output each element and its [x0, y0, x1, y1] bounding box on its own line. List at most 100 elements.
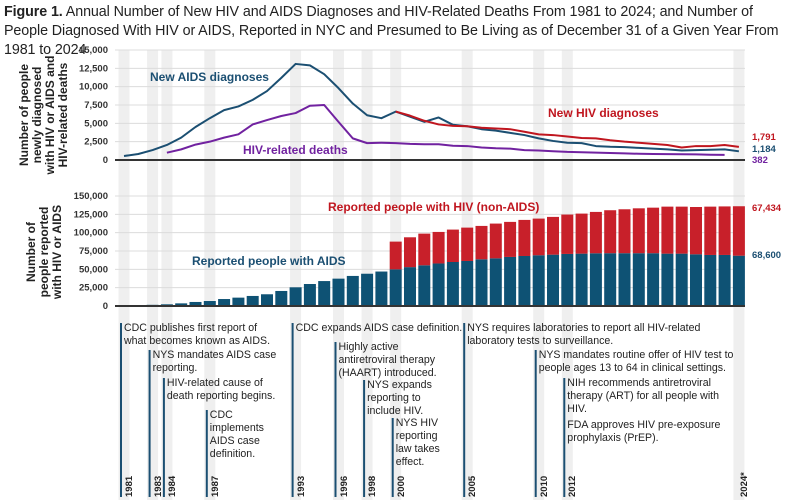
end-label-reported-hiv: 67,434 [752, 203, 782, 214]
year-band-1987 [204, 50, 216, 500]
bar-aids-2011 [547, 254, 559, 306]
top-y-tick-label: 15,000 [79, 45, 108, 56]
bottom-y-tick-label: 125,000 [74, 209, 108, 220]
line-hiv-related-deaths [166, 104, 725, 156]
top-y-tick-label: 2,500 [84, 137, 108, 148]
bottom-y-tick-label: 150,000 [74, 191, 108, 202]
bar-aids-2021 [690, 254, 702, 306]
bar-aids-1991 [261, 294, 273, 306]
bar-aids-2007 [489, 258, 502, 306]
bar-hiv-2012 [561, 214, 574, 254]
bar-hiv-2016 [618, 209, 631, 254]
line-new-hiv-diagnoses [395, 110, 740, 149]
bar-hiv-2000 [389, 241, 402, 270]
bottom-y-tick-label: 100,000 [74, 228, 108, 239]
bar-aids-1989 [232, 297, 245, 306]
bar-aids-2006 [475, 259, 488, 306]
top-y-tick-label: 12,500 [79, 63, 108, 74]
bar-aids-2018 [647, 253, 660, 306]
bar-aids-1994 [303, 284, 316, 306]
bottom-y-tick-label: 25,000 [79, 283, 108, 294]
series-label-new-hiv: New HIV diagnoses [548, 106, 659, 120]
timeline-event: CDC implements AIDS case definition. [209, 409, 264, 460]
bar-aids-1995 [318, 281, 331, 306]
bar-aids-2001 [404, 267, 416, 306]
end-label-new-hiv: 1,791 [752, 132, 776, 143]
timeline-event: NYS requires laboratories to report all … [467, 322, 701, 347]
bar-hiv-2017 [632, 208, 645, 254]
top-y-tick-label: 7,500 [84, 100, 108, 111]
series-label-reported-aids: Reported people with AIDS [192, 254, 346, 268]
timeline-year-label: 2000 [395, 475, 407, 497]
top-y-axis-title: Number of people newly diagnosed with HI… [17, 55, 70, 175]
bar-aids-2015 [604, 253, 617, 306]
bar-aids-2012 [561, 253, 574, 306]
bar-aids-1986 [189, 301, 202, 306]
bar-hiv-2021 [690, 207, 702, 255]
bar-hiv-2019 [661, 206, 674, 254]
top-y-tick-label: 0 [103, 155, 108, 166]
bottom-y-tick-label: 50,000 [79, 264, 108, 275]
bar-aids-1992 [275, 290, 288, 306]
bar-aids-1998 [361, 273, 374, 306]
end-label-reported-aids: 68,600 [752, 250, 782, 261]
bar-aids-2019 [661, 253, 674, 306]
timeline-year-label: 1981 [124, 475, 135, 497]
bar-hiv-2023 [718, 206, 731, 255]
bar-aids-2008 [504, 256, 517, 306]
timeline-event: NIH recommends antiretroviral therapy (A… [567, 377, 720, 415]
bottom-y-tick-label: 0 [103, 301, 108, 312]
bar-aids-2000 [389, 269, 402, 306]
bottom-y-tick-label: 75,000 [79, 246, 108, 257]
bar-hiv-2010 [532, 218, 545, 256]
figure-title-text: Annual Number of New HIV and AIDS Diagno… [4, 4, 779, 58]
bar-hiv-2006 [475, 225, 488, 260]
bar-aids-1990 [246, 295, 259, 306]
bar-aids-1987 [203, 301, 216, 306]
bar-aids-1985 [175, 303, 188, 306]
timeline-year-label: 2012 [567, 475, 579, 497]
bar-aids-2017 [632, 253, 645, 306]
timeline-event: NYS HIV reporting law takes effect. [395, 417, 440, 468]
timeline-year-label: 1998 [367, 475, 379, 497]
year-band-1983 [147, 50, 159, 500]
bar-hiv-2020 [675, 206, 688, 254]
bar-hiv-2003 [432, 231, 445, 264]
bar-hiv-2018 [647, 207, 660, 254]
bar-hiv-2004 [446, 229, 459, 262]
end-label-deaths: 382 [752, 155, 768, 166]
top-y-tick-label: 10,000 [79, 82, 108, 93]
top-y-tick-label: 5,000 [84, 118, 108, 129]
bar-aids-1999 [375, 271, 388, 306]
timeline-year-label: 1987 [209, 475, 221, 497]
bar-aids-2023 [718, 254, 731, 306]
timeline-event: Highly active antiretroviral therapy (HA… [338, 341, 437, 379]
bar-aids-2020 [675, 253, 688, 306]
timeline-event: NYS mandates AIDS case reporting. [152, 349, 277, 374]
bar-aids-2003 [432, 263, 445, 306]
series-label-hiv-deaths: HIV-related deaths [243, 143, 348, 157]
timeline-event: NYS expands reporting to include HIV. [367, 379, 432, 417]
bar-aids-2004 [446, 262, 459, 306]
timeline-year-label: 1993 [295, 475, 307, 497]
bar-hiv-2013 [575, 213, 588, 254]
bar-hiv-2011 [547, 216, 559, 255]
bar-aids-1997 [346, 275, 359, 306]
timeline-year-label: 2010 [538, 475, 550, 497]
year-band-1984 [161, 50, 173, 500]
bar-hiv-2002 [418, 233, 431, 266]
bar-hiv-2008 [504, 221, 517, 257]
timeline-event: NYS mandates routine offer of HIV test t… [538, 349, 734, 374]
bottom-y-axis-title: Number of people reported with HIV or AI… [24, 204, 64, 300]
bar-hiv-2005 [461, 227, 474, 261]
figure-title: Figure 1. Annual Number of New HIV and A… [4, 3, 800, 60]
bar-aids-1988 [218, 299, 231, 306]
series-label-new-aids: New AIDS diagnoses [150, 70, 269, 84]
bar-aids-1996 [332, 278, 345, 306]
bar-hiv-2024 [732, 206, 745, 256]
bar-aids-2013 [575, 253, 588, 306]
timeline-event: CDC publishes first report of what becom… [124, 322, 271, 347]
bar-hiv-2014 [589, 211, 602, 254]
timeline-year-label: 2024* [738, 472, 750, 497]
